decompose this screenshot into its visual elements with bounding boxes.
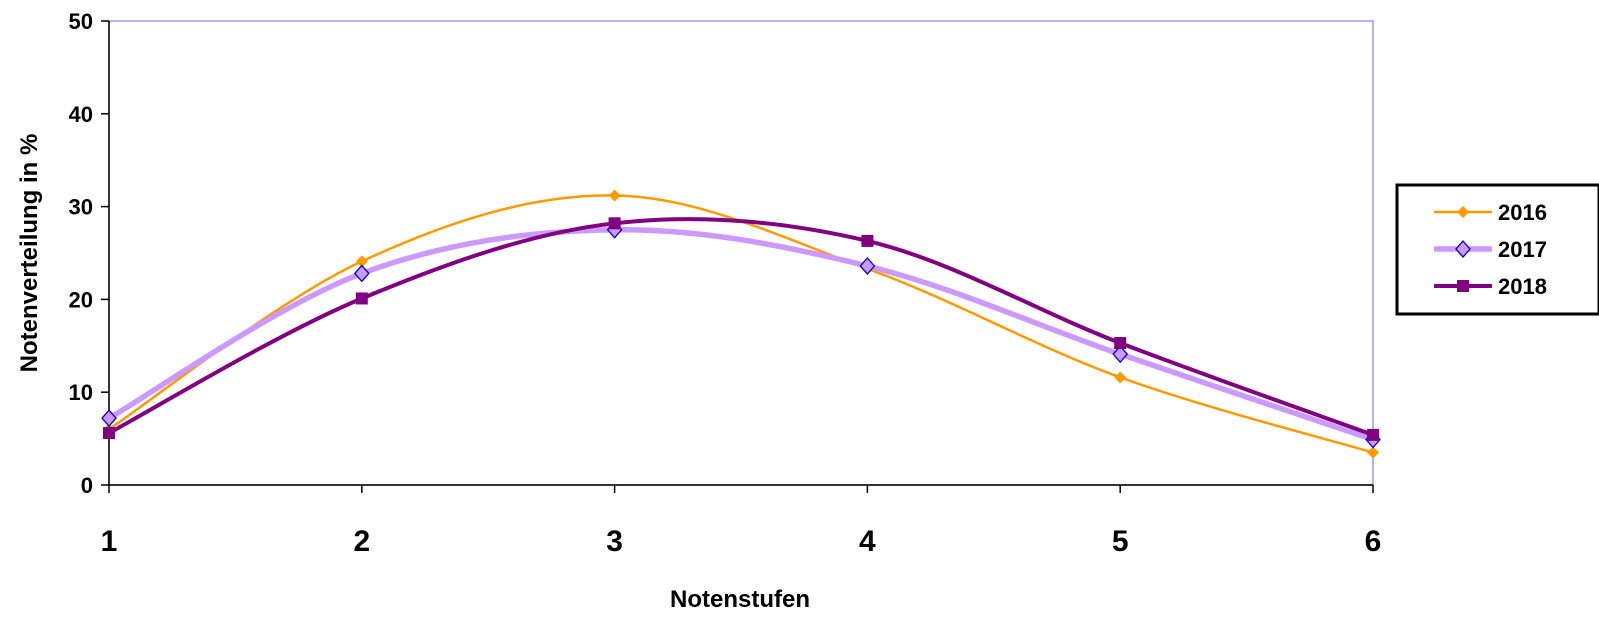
data-point-2017 [353, 264, 370, 283]
series-layer [101, 189, 1381, 459]
data-point-2017 [859, 257, 876, 275]
series-line-2017 [107, 227, 1374, 443]
x-tick-label: 3 [606, 525, 623, 558]
legend-box [1395, 183, 1599, 316]
x-tick-label: 1 [101, 525, 118, 558]
legend-label-2017: 2017 [1498, 237, 1547, 262]
x-tick-label: 5 [1112, 525, 1129, 558]
data-point-2018 [103, 427, 115, 440]
y-axis-title: Notenverteilung in % [16, 134, 43, 373]
data-point-2018 [608, 217, 621, 230]
legend-item-2016: 2016 [1434, 200, 1547, 225]
data-point-2018 [861, 234, 874, 247]
legend-label-2018: 2018 [1498, 274, 1547, 299]
data-point-2017 [101, 409, 117, 428]
legend-item-2018: 2018 [1434, 274, 1547, 299]
legend-marker-2016 [1457, 206, 1469, 218]
data-point-2018 [355, 292, 368, 305]
x-tick-label: 2 [353, 525, 370, 558]
y-tick-label: 20 [69, 287, 93, 312]
y-tick-label: 30 [69, 195, 93, 220]
data-point-2016 [608, 189, 621, 202]
data-point-2016 [355, 255, 368, 268]
legend-label-2016: 2016 [1498, 200, 1547, 225]
plot-area [108, 20, 1374, 486]
data-point-2016 [1114, 371, 1127, 384]
series-line-2018 [108, 217, 1374, 437]
y-axis: 0 10 20 30 40 50 [69, 9, 110, 498]
y-tick-label: 10 [69, 380, 93, 405]
x-tick-label: 4 [859, 525, 876, 558]
data-point-2018 [1114, 337, 1127, 350]
y-tick-label: 0 [81, 473, 93, 498]
y-tick-label: 40 [69, 102, 93, 127]
legend-marker-2017 [1455, 240, 1471, 258]
data-point-2016 [1367, 446, 1379, 459]
data-point-2017 [1112, 345, 1129, 364]
data-point-2018 [1367, 428, 1379, 441]
legend: 2016 2017 2018 [1395, 183, 1599, 316]
x-axis-title: Notenstufen [670, 586, 810, 613]
x-tick-label: 6 [1365, 525, 1382, 558]
y-tick-label: 50 [69, 9, 93, 34]
legend-marker-2018 [1457, 280, 1469, 292]
legend-item-2017: 2017 [1434, 237, 1547, 262]
x-axis: 1 2 3 4 5 6 [101, 484, 1382, 558]
series-2018 [103, 217, 1379, 441]
